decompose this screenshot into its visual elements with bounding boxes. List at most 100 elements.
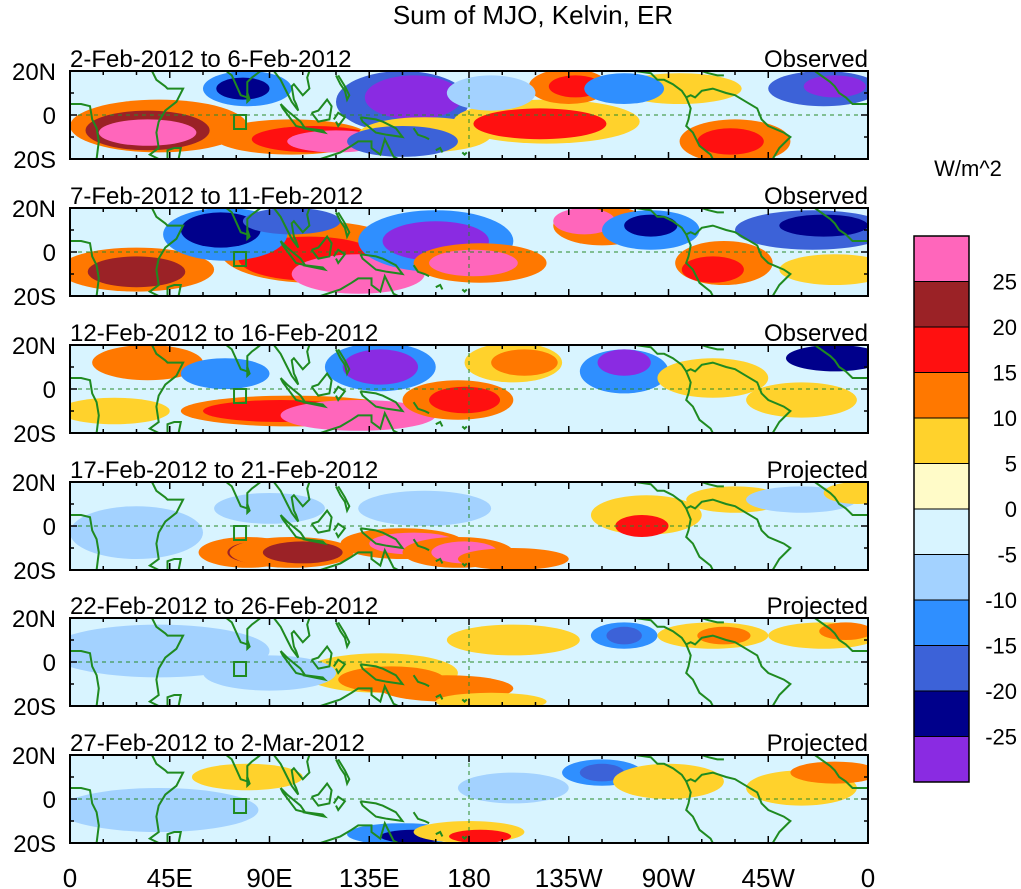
panel-period-label: 22-Feb-2012 to 26-Feb-2012	[70, 593, 378, 620]
y-tick-label: 20S	[13, 284, 56, 311]
map-panel: 20N 0 20S 22-Feb-2012 to 26-Feb-2012 Project…	[12, 593, 869, 721]
anomaly-contour	[242, 208, 341, 235]
coastline	[147, 482, 185, 570]
colorbar-level-label: 15	[993, 361, 1017, 386]
anomaly-contour	[180, 358, 270, 389]
colorbar-swatch	[913, 508, 970, 555]
coastline	[166, 558, 183, 570]
coastline	[273, 482, 311, 523]
x-axis: 0 45E 90E 135E 180 135W 90W 45W 0	[63, 863, 875, 889]
coastline	[685, 644, 714, 706]
coastline	[359, 390, 405, 413]
coastline	[814, 71, 868, 105]
colorbar: 25 20 15 10 5 0 -5 -10 -15 -20 -25	[913, 235, 1017, 783]
y-tick-label: 20S	[13, 147, 56, 174]
coastline	[273, 208, 311, 249]
anomaly-contour	[473, 108, 607, 140]
colorbar-swatch	[913, 326, 970, 373]
coastline	[70, 650, 100, 706]
anomaly-contour	[87, 256, 186, 288]
coastline	[335, 485, 351, 514]
anomaly-contour	[779, 254, 868, 285]
anomaly-contour	[613, 763, 724, 800]
y-tick-label: 0	[43, 377, 56, 404]
anomaly-contour	[697, 626, 751, 645]
x-tick-label: 135W	[535, 863, 603, 889]
coastline	[302, 538, 328, 546]
anomaly-contour	[98, 119, 197, 146]
coastline	[679, 482, 724, 488]
colorbar-swatch	[913, 690, 970, 737]
map-panel: 20N 0 20S 2-Feb-2012 to 6-Feb-2012 Observed	[12, 46, 869, 174]
anomaly-field	[70, 71, 868, 159]
colorbar-frame	[913, 235, 970, 783]
colorbar-swatch	[913, 736, 970, 783]
y-tick-label: 20N	[12, 743, 56, 770]
map-panel: 20N 0 20S 12-Feb-2012 to 16-Feb-2012 Observe…	[12, 320, 869, 448]
coastline	[198, 345, 262, 373]
coastline	[679, 345, 724, 351]
coastline	[198, 208, 262, 236]
coastline	[147, 71, 185, 159]
anomaly-contour	[429, 249, 518, 277]
coastline	[335, 211, 351, 240]
coastline	[166, 421, 183, 433]
coastline	[359, 527, 405, 550]
anomaly-contour	[457, 772, 569, 804]
anomaly-contour	[785, 345, 868, 372]
map-panel: 20N 0 20S 17-Feb-2012 to 21-Feb-2012 Project…	[12, 457, 869, 585]
coastline	[166, 694, 183, 706]
anomaly-contour	[429, 386, 501, 414]
map-panel: 20N 0 20S 7-Feb-2012 to 11-Feb-2012 Observed	[12, 183, 869, 311]
coastline	[412, 811, 430, 825]
colorbar-swatch	[913, 554, 970, 601]
coastline	[246, 776, 251, 789]
colorbar-swatch	[913, 281, 970, 328]
coastline	[335, 348, 351, 377]
coastline	[320, 547, 399, 570]
colorbar-level-label: 20	[993, 315, 1017, 340]
coastline	[359, 800, 405, 823]
x-tick-label: 90W	[642, 863, 696, 889]
coastline	[412, 538, 430, 552]
coastline	[814, 755, 868, 789]
coastline	[246, 366, 251, 379]
coastline	[166, 284, 183, 296]
y-tick-label: 0	[43, 787, 56, 814]
coastline	[679, 618, 724, 624]
coastline	[435, 830, 444, 837]
anomaly-contour	[216, 77, 270, 100]
coastline	[320, 683, 399, 706]
coastline	[814, 482, 868, 516]
anomaly-contour	[92, 345, 203, 381]
coastline	[246, 92, 251, 105]
anomaly-contour	[446, 75, 536, 111]
coastline	[320, 136, 399, 159]
coastline	[147, 208, 185, 296]
colorbar-level-label: 10	[993, 406, 1017, 431]
coastline	[246, 503, 251, 516]
coastline	[246, 639, 251, 652]
colorbar-level-label: 0	[1005, 497, 1017, 522]
coastline	[685, 781, 714, 843]
x-tick-label: 45W	[742, 863, 796, 889]
y-tick-label: 20N	[12, 59, 56, 86]
coastline	[461, 151, 468, 156]
coastline	[335, 74, 351, 103]
coastline	[435, 557, 444, 564]
anomaly-contour	[342, 349, 419, 385]
coastline	[814, 618, 868, 652]
anomaly-contour	[597, 349, 651, 376]
anomaly-contour	[70, 397, 170, 425]
coastline	[412, 127, 430, 141]
anomaly-contour	[491, 349, 558, 376]
coastline	[310, 781, 333, 807]
x-tick-label: 90E	[246, 863, 292, 889]
coastline	[635, 755, 792, 843]
coastline	[302, 127, 328, 135]
coastline	[635, 618, 792, 706]
coastline	[320, 273, 399, 296]
coastline	[302, 811, 328, 819]
coastline	[461, 562, 468, 567]
